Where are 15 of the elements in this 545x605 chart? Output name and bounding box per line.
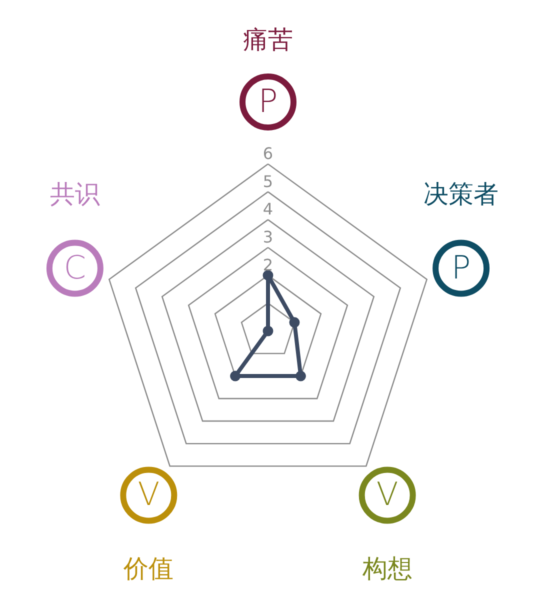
text: C [64,248,86,286]
y-tick-label: 2 [262,255,274,274]
spoke-label: 共识 [50,179,100,208]
spoke-label: 痛苦 [243,25,293,54]
text: V [376,475,398,514]
y-tick-label: 3 [262,228,274,246]
text: P [258,82,278,120]
spoke-label: 构想 [361,554,412,584]
spoke-label: 决策者 [424,179,499,208]
y-tick-label: 6 [262,144,274,163]
spoke-label: 价值 [122,554,174,584]
text: V [138,475,160,514]
y-tick-label: 5 [262,172,274,191]
y-tick-label: 4 [262,200,274,219]
text: P [451,248,471,286]
